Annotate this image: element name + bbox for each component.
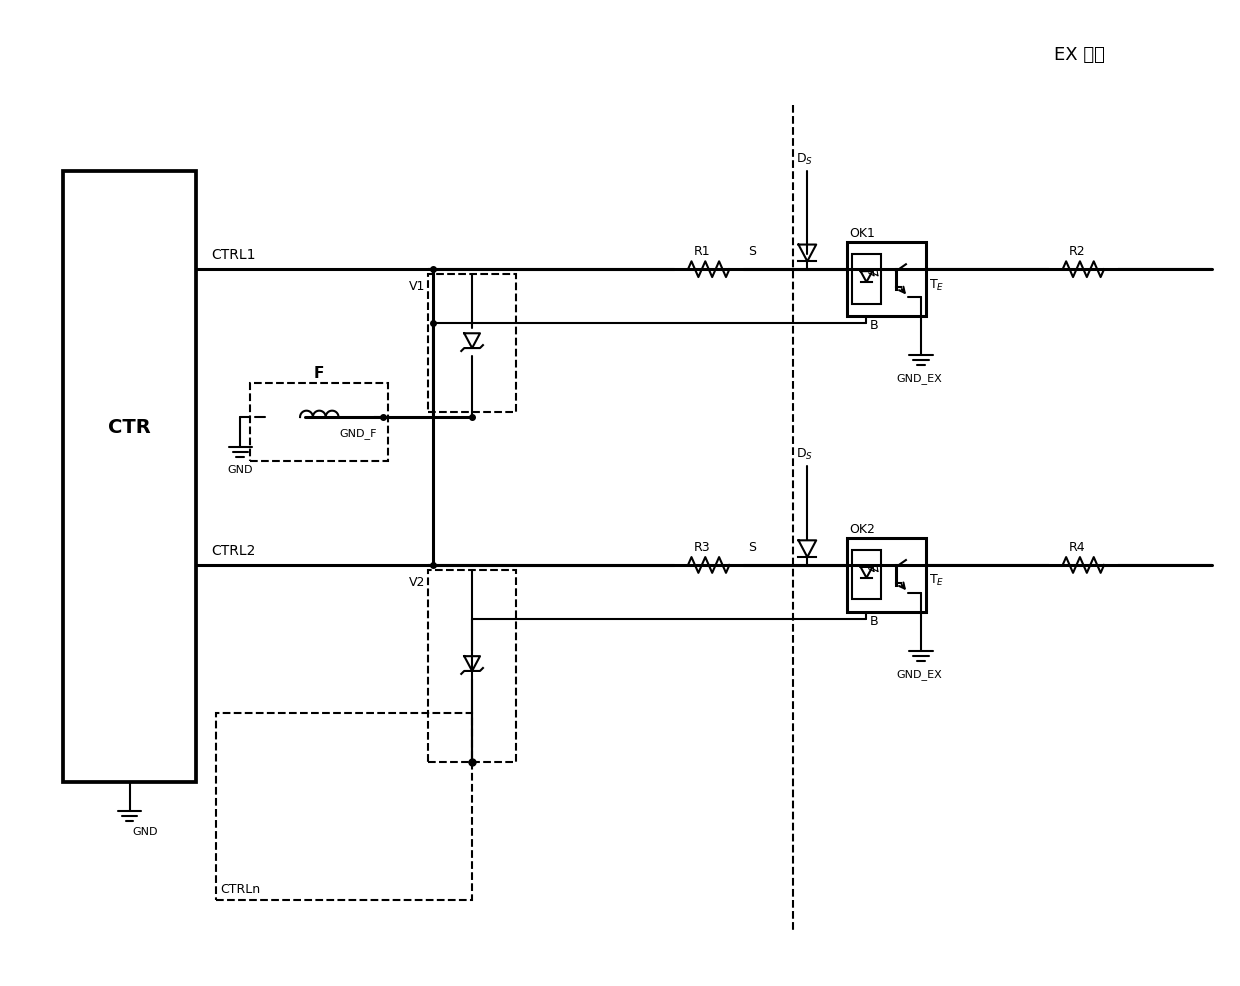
Bar — [250, 384, 388, 462]
Text: EX 区域: EX 区域 — [1054, 46, 1105, 64]
Text: R3: R3 — [694, 540, 711, 553]
Text: OK2: OK2 — [849, 523, 875, 535]
Bar — [428, 570, 517, 762]
Text: CTRL1: CTRL1 — [211, 248, 255, 262]
Text: GND_F: GND_F — [339, 428, 377, 439]
Text: CTR: CTR — [108, 418, 151, 437]
Text: B: B — [869, 319, 878, 332]
Text: GND: GND — [133, 826, 157, 836]
Text: OK1: OK1 — [849, 227, 875, 240]
Bar — [852, 255, 882, 305]
Text: GND_EX: GND_EX — [897, 669, 942, 679]
Bar — [852, 550, 882, 599]
Text: V2: V2 — [408, 575, 425, 589]
Text: T$_E$: T$_E$ — [929, 573, 944, 588]
Text: CTRL2: CTRL2 — [211, 543, 255, 557]
Text: R4: R4 — [1069, 540, 1085, 553]
Text: CTRLn: CTRLn — [221, 882, 260, 895]
Text: F: F — [314, 365, 325, 381]
Text: D$_S$: D$_S$ — [796, 447, 813, 462]
Text: T$_E$: T$_E$ — [929, 277, 944, 292]
Bar — [63, 172, 196, 782]
Text: GND: GND — [228, 465, 253, 475]
Text: S: S — [748, 246, 756, 258]
Text: R1: R1 — [694, 246, 711, 258]
Bar — [847, 243, 925, 317]
Text: R2: R2 — [1069, 246, 1085, 258]
Bar — [216, 713, 472, 900]
Bar — [847, 538, 925, 612]
Text: B: B — [869, 614, 878, 628]
Text: D$_S$: D$_S$ — [796, 152, 813, 167]
Text: GND_EX: GND_EX — [897, 373, 942, 384]
Text: V1: V1 — [408, 280, 425, 293]
Bar — [428, 275, 517, 413]
Text: S: S — [748, 540, 756, 553]
